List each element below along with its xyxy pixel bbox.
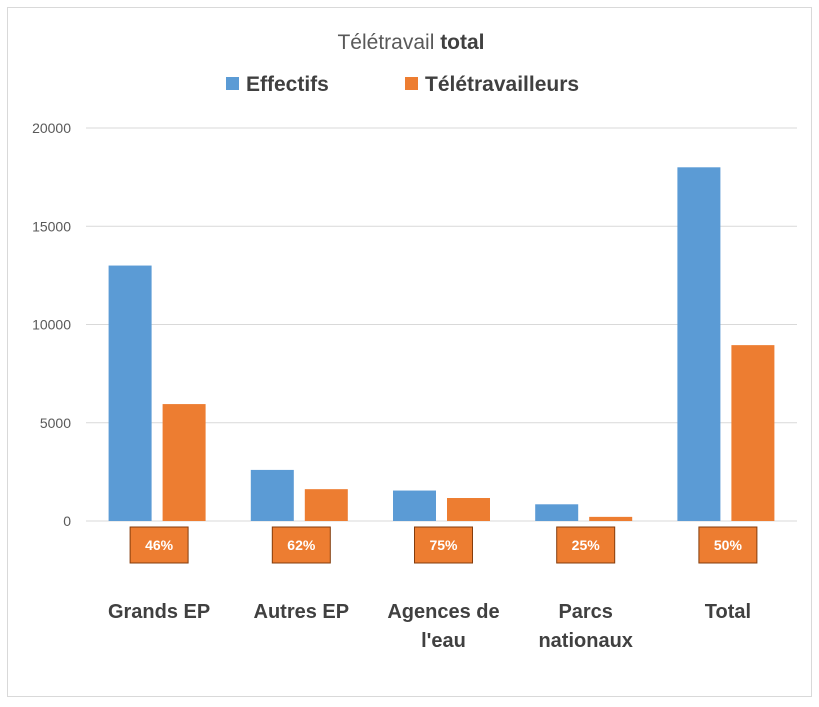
- legend-swatch: [405, 77, 418, 90]
- bar-chart: Télétravail total Effectifs Télétravaille…: [32, 31, 797, 652]
- percent-label: 25%: [572, 537, 601, 553]
- bar-teletravailleurs: [162, 404, 206, 521]
- x-category-label: Autres EP: [254, 601, 350, 623]
- y-tick-label: 0: [63, 513, 71, 529]
- y-tick-label: 5000: [40, 415, 71, 431]
- percent-label: 75%: [429, 537, 458, 553]
- legend-label: Télétravailleurs: [425, 73, 579, 96]
- y-axis: 0 5000 10000 15000 20000: [32, 120, 71, 529]
- bar-effectifs: [250, 469, 294, 521]
- percent-label: 62%: [287, 537, 316, 553]
- bars: [108, 167, 775, 522]
- x-category-label: Parcs nationaux: [538, 601, 632, 652]
- bar-effectifs: [535, 504, 579, 521]
- percent-label-box: [556, 526, 616, 564]
- legend-label: Effectifs: [246, 73, 329, 96]
- chart-title-bold: total: [440, 31, 484, 54]
- bar-teletravailleurs: [447, 498, 490, 521]
- percent-label-box: [698, 526, 758, 564]
- x-category-label: Agences de l'eau: [387, 601, 499, 652]
- percent-label: 46%: [145, 537, 174, 553]
- bar-teletravailleurs: [589, 516, 633, 521]
- legend-swatch: [226, 77, 239, 90]
- x-axis: Grands EP Autres EP Agences de l'eau Parcs na…: [108, 601, 751, 652]
- percent-label-box: [129, 526, 189, 564]
- bar-teletravailleurs: [304, 489, 348, 521]
- percent-labels: 46% 62% 75% 25% 50%: [129, 526, 758, 564]
- x-category-label: Grands EP: [108, 601, 210, 623]
- y-tick-label: 20000: [32, 120, 71, 136]
- percent-label-box: [414, 526, 473, 564]
- bar-effectifs: [677, 167, 721, 522]
- percent-label-box: [271, 526, 331, 564]
- chart-frame: Télétravail total Effectifs Télétravaille…: [7, 7, 812, 697]
- legend: Effectifs Télétravailleurs: [226, 73, 579, 96]
- bar-effectifs: [108, 265, 152, 521]
- bar-teletravailleurs: [731, 345, 775, 521]
- bar-effectifs: [393, 490, 436, 521]
- y-tick-label: 10000: [32, 317, 71, 333]
- y-tick-label: 15000: [32, 218, 71, 234]
- chart-title-normal: Télétravail: [337, 31, 440, 54]
- chart-title: Télétravail total: [337, 31, 484, 54]
- percent-label: 50%: [714, 537, 743, 553]
- x-category-label: Total: [705, 601, 751, 623]
